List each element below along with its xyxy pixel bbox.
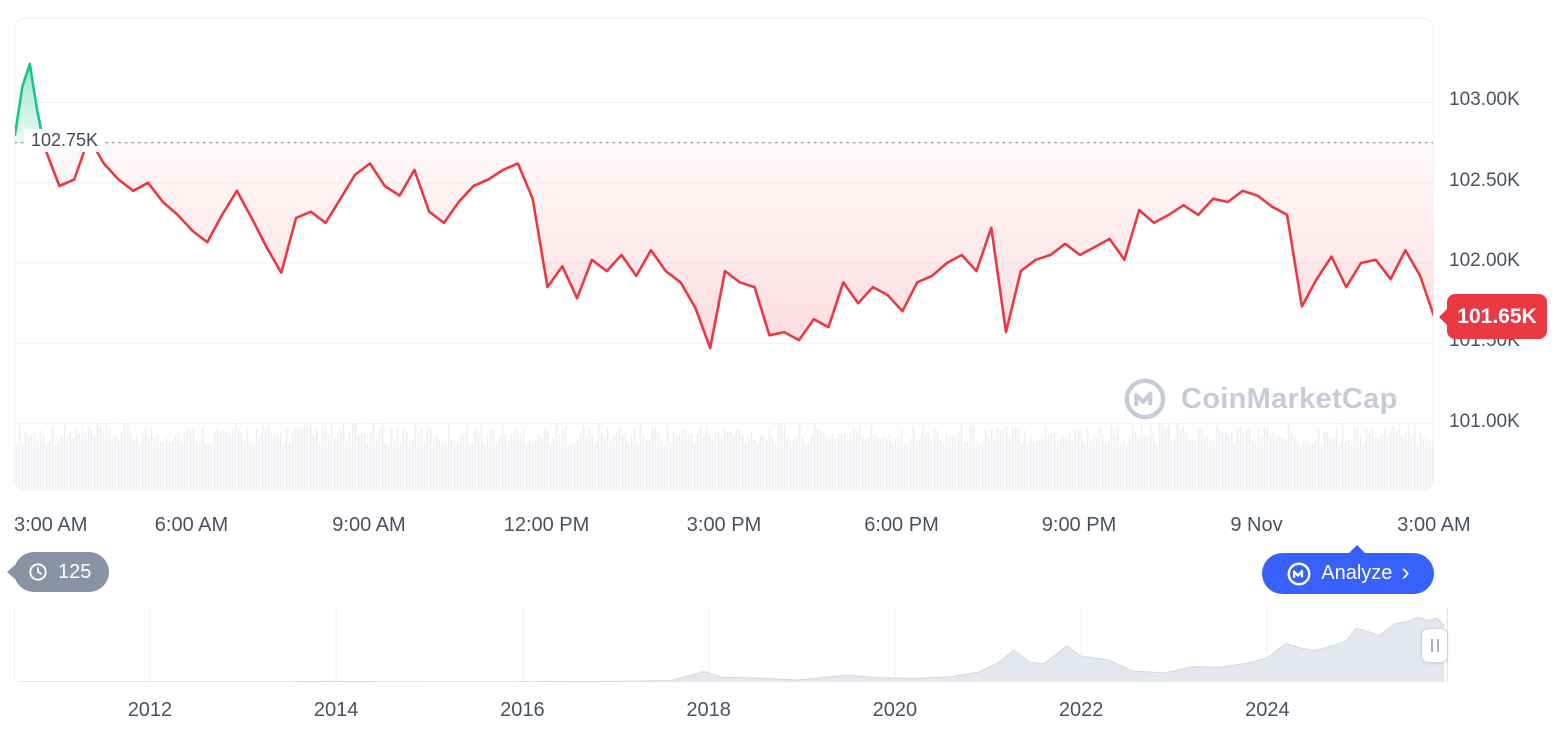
navigator-resize-handle[interactable] bbox=[1421, 628, 1448, 663]
analyze-button[interactable]: Analyze › bbox=[1262, 545, 1434, 594]
navigator-year-label: 2014 bbox=[313, 699, 359, 721]
coinmarketcap-watermark: CoinMarketCap bbox=[1122, 376, 1398, 422]
analyze-label: Analyze bbox=[1321, 562, 1393, 584]
date-range-navigator[interactable] bbox=[14, 608, 1448, 683]
current-price-badge: 101.65K bbox=[1439, 294, 1547, 339]
x-axis-label: 9:00 AM bbox=[332, 514, 406, 536]
x-axis-label: 9 Nov bbox=[1230, 514, 1283, 536]
coinmarketcap-logo-icon bbox=[1287, 562, 1311, 585]
y-axis-label: 101.00K bbox=[1449, 410, 1520, 432]
open-price-label: 102.75K bbox=[24, 129, 106, 152]
x-axis-label: 9:00 PM bbox=[1041, 514, 1117, 536]
navigator-year-label: 2012 bbox=[127, 699, 173, 721]
clock-icon bbox=[29, 563, 47, 581]
navigator-year-label: 2024 bbox=[1245, 699, 1290, 721]
y-axis-label: 102.50K bbox=[1449, 169, 1520, 191]
navigator-year-label: 2020 bbox=[872, 699, 918, 721]
price-line-chart bbox=[15, 62, 1433, 489]
history-area-chart bbox=[14, 608, 1448, 683]
navigator-year-label: 2022 bbox=[1058, 699, 1104, 721]
navigator-year-label: 2018 bbox=[686, 699, 731, 721]
x-axis-label: 3:00 PM bbox=[686, 514, 762, 536]
watermark-text: CoinMarketCap bbox=[1181, 382, 1398, 415]
x-axis-label: 6:00 PM bbox=[864, 514, 939, 536]
price-chart-area[interactable] bbox=[14, 18, 1434, 490]
y-axis-label: 103.00K bbox=[1449, 89, 1520, 111]
chevron-right-icon: › bbox=[1401, 557, 1410, 586]
history-replay-chip[interactable]: 125 bbox=[6, 552, 110, 592]
navigator-year-label: 2016 bbox=[500, 699, 545, 721]
coinmarketcap-logo-icon bbox=[1124, 378, 1166, 420]
x-axis-label: 3:00 AM bbox=[1397, 514, 1471, 536]
x-axis-label: 3:00 AM bbox=[14, 514, 88, 536]
x-axis-label: 6:00 AM bbox=[154, 514, 229, 536]
y-axis-label: 102.00K bbox=[1449, 250, 1520, 272]
history-count: 125 bbox=[58, 560, 92, 583]
x-axis-label: 12:00 PM bbox=[503, 514, 590, 536]
